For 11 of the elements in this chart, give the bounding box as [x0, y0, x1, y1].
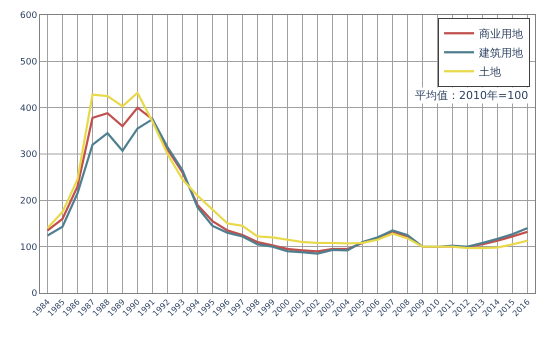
y-tick-label: 500	[20, 57, 38, 68]
y-tick-label: 300	[20, 150, 38, 160]
y-tick-label: 100	[20, 242, 38, 253]
y-tick-label: 200	[20, 196, 38, 206]
legend-label: 商业用地	[479, 28, 524, 41]
y-tick-label: 400	[20, 104, 38, 114]
y-tick-label: 0	[31, 289, 38, 300]
annotation: 平均值：2010年=100	[415, 89, 528, 102]
y-tick-label: 600	[20, 11, 38, 22]
legend-label: 建筑用地	[478, 46, 524, 60]
legend-label: 土地	[479, 66, 502, 79]
